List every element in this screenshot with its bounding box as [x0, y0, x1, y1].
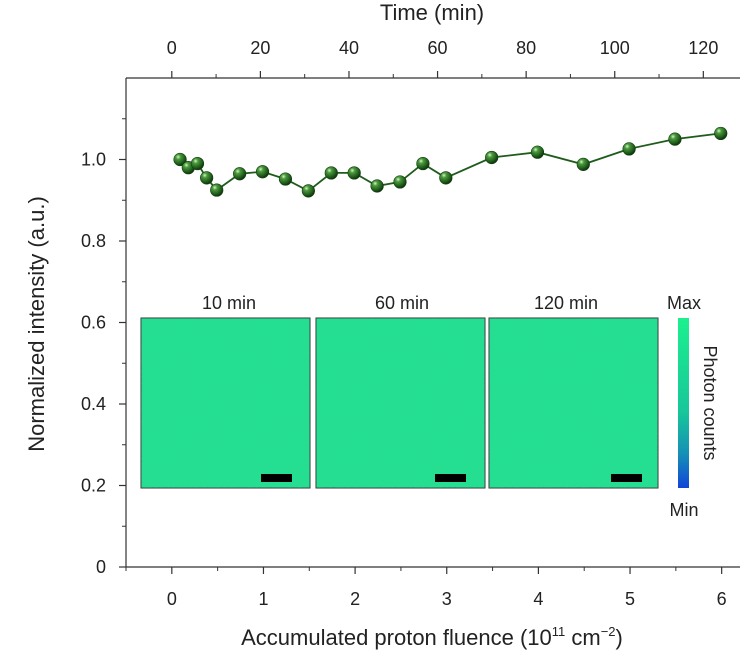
inset-panel-10min: 10 min — [140, 293, 311, 489]
data-point — [278, 172, 293, 186]
data-point — [200, 171, 214, 185]
top-tick-label: 120 — [688, 38, 718, 58]
x-tick-label: 5 — [625, 589, 635, 609]
y-tick-label: 0 — [96, 557, 106, 577]
colorbar-label: Photon counts — [700, 345, 720, 460]
y-tick-label: 0.8 — [81, 231, 106, 251]
inset-image-noise — [316, 318, 485, 488]
y-tick-label: 0.2 — [81, 476, 106, 496]
y-tick-label: 0.6 — [81, 313, 106, 333]
inset-panel-title: 120 min — [534, 293, 598, 313]
top-tick-label: 100 — [600, 38, 630, 58]
data-point — [301, 184, 315, 198]
data-point — [324, 166, 338, 180]
colorbar-gradient — [678, 318, 689, 488]
top-tick-label: 40 — [339, 38, 359, 58]
colorbar-min-label: Min — [669, 500, 698, 520]
top-tick-label: 20 — [250, 38, 270, 58]
colorbar: Max Min Photon counts — [667, 293, 720, 520]
data-point — [714, 126, 728, 141]
inset-panel-title: 10 min — [202, 293, 256, 313]
data-point — [190, 156, 205, 171]
inset-image-noise — [489, 318, 658, 488]
data-point — [173, 152, 187, 167]
data-point — [255, 165, 270, 179]
y-axis-label: Normalized intensity (a.u.) — [24, 196, 49, 452]
bottom-axis-label-exponent: 11 — [552, 624, 566, 639]
data-point — [576, 157, 590, 171]
top-tick-label: 60 — [428, 38, 448, 58]
bottom-axis-label-unit: cm — [565, 625, 600, 650]
data-point — [210, 183, 224, 197]
bottom-axis-label-close: ) — [616, 625, 623, 650]
bottom-axis-label-unit-exponent: −2 — [601, 624, 616, 639]
data-point — [370, 179, 384, 193]
data-point — [393, 175, 407, 189]
scale-bar — [611, 474, 642, 482]
x-tick-label: 1 — [258, 589, 268, 609]
data-point — [668, 132, 682, 146]
data-point — [485, 150, 499, 165]
x-tick-label: 6 — [717, 589, 727, 609]
inset-image-noise — [141, 318, 310, 488]
data-point — [622, 142, 636, 156]
bottom-axis-label-text: Accumulated proton fluence (10 — [241, 625, 552, 650]
data-markers — [173, 126, 728, 198]
colorbar-max-label: Max — [667, 293, 701, 313]
inset-panel-60min: 60 min — [315, 293, 486, 489]
x-tick-label: 3 — [442, 589, 452, 609]
y-tick-label: 1.0 — [81, 150, 106, 170]
scale-bar — [435, 474, 466, 482]
bottom-axis-label: Accumulated proton fluence (1011 cm−2) — [241, 624, 623, 650]
x-tick-label: 0 — [167, 589, 177, 609]
data-point — [416, 156, 430, 171]
data-point — [530, 145, 545, 159]
data-point — [233, 167, 247, 181]
inset-panels: 10 min 60 min 120 min — [140, 293, 659, 489]
inset-panel-120min: 120 min — [488, 293, 659, 489]
y-tick-label: 0.4 — [81, 394, 106, 414]
x-tick-label: 2 — [350, 589, 360, 609]
data-point — [347, 166, 361, 180]
inset-panel-title: 60 min — [375, 293, 429, 313]
top-axis-label: Time (min) — [380, 0, 484, 25]
scale-bar — [261, 474, 292, 482]
top-tick-label: 0 — [167, 38, 177, 58]
data-point — [439, 171, 453, 185]
top-tick-label: 80 — [516, 38, 536, 58]
x-tick-label: 4 — [533, 589, 543, 609]
